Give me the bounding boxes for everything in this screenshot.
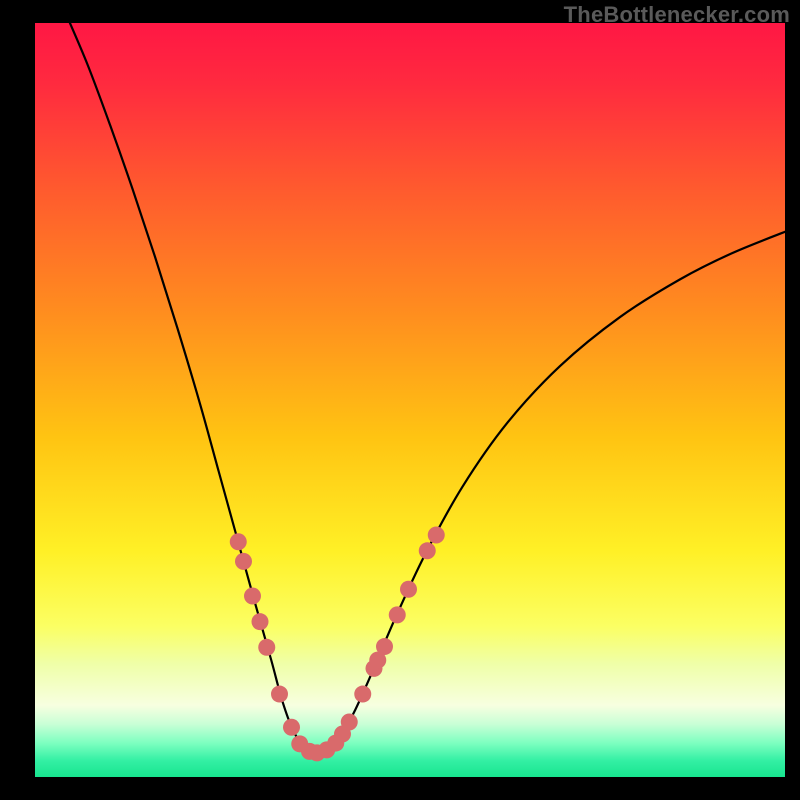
data-marker [428,526,445,543]
plot-background [35,23,785,777]
data-marker [389,606,406,623]
stage: TheBottlenecker.com [0,0,800,800]
data-marker [252,613,269,630]
data-marker [341,713,358,730]
data-marker [354,686,371,703]
data-marker [230,533,247,550]
data-marker [419,542,436,559]
bottleneck-chart [0,0,800,800]
watermark-text: TheBottlenecker.com [564,2,790,28]
data-marker [283,719,300,736]
data-marker [400,581,417,598]
data-marker [376,638,393,655]
data-marker [258,639,275,656]
data-marker [244,588,261,605]
data-marker [271,686,288,703]
data-marker [235,553,252,570]
